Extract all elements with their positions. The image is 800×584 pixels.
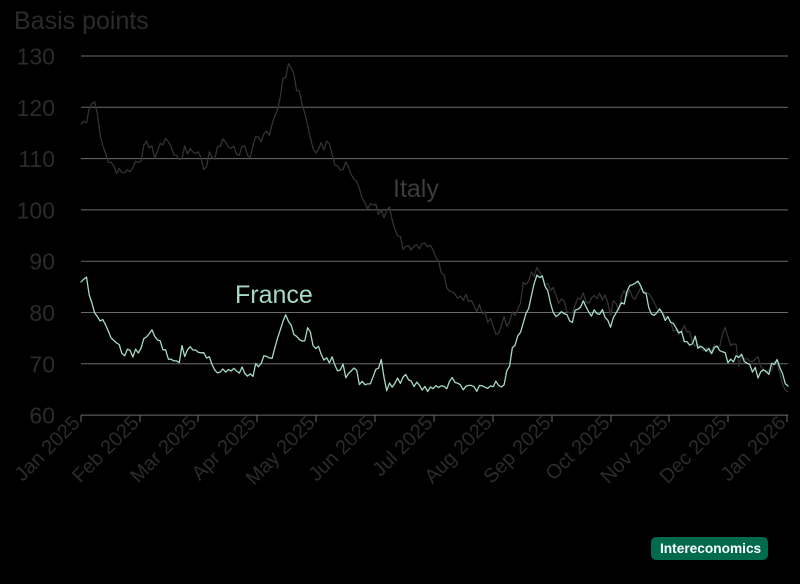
svg-text:100: 100 [17,197,55,223]
svg-text:60: 60 [29,403,55,429]
svg-text:Basis points: Basis points [14,7,149,35]
svg-text:Italy: Italy [393,175,439,203]
svg-text:120: 120 [17,95,55,121]
svg-text:France: France [235,281,313,309]
svg-text:110: 110 [18,146,55,172]
svg-text:70: 70 [29,351,55,377]
svg-text:Intereconomics: Intereconomics [660,541,762,556]
svg-text:80: 80 [29,300,55,326]
svg-text:130: 130 [17,44,55,70]
svg-text:90: 90 [29,249,55,275]
